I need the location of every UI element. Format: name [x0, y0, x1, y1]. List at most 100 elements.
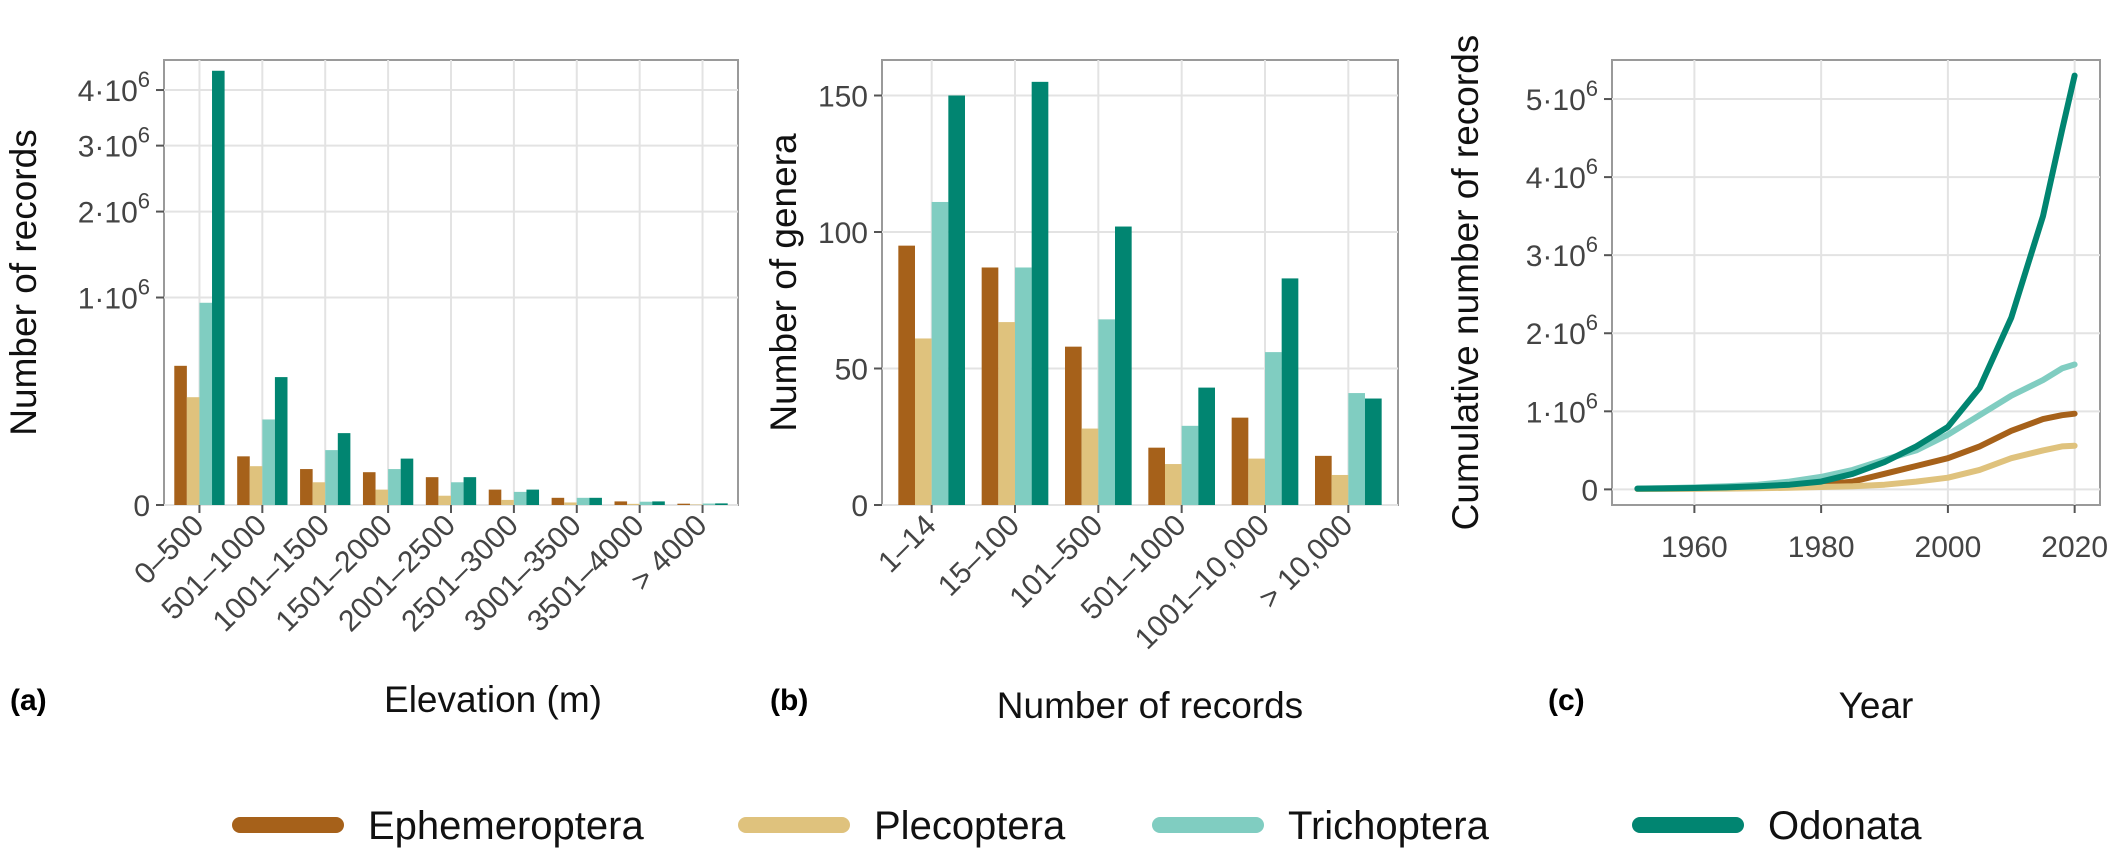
panel-a-bar-plecoptera-6 — [564, 502, 577, 505]
panel-a-y-tick-label: 0 — [133, 490, 150, 523]
panel-a-bar-odonata-2 — [337, 433, 351, 505]
panel-b-bar-plecoptera-1 — [998, 322, 1015, 505]
panel-a-bar-trichoptera-7 — [639, 501, 653, 505]
panel-a-y-tick-label-exponent: 6 — [138, 67, 150, 92]
panel-c-y-tick-label-exponent: 6 — [1586, 232, 1598, 257]
panel-b-bar-odonata-5 — [1365, 398, 1382, 505]
panel-a-bar-odonata-4 — [463, 477, 477, 505]
panel-c-tag: (c) — [1548, 684, 1585, 717]
legend-label-odonata: Odonata — [1768, 804, 1922, 848]
panel-a-bar-odonata-0 — [212, 70, 225, 506]
panel-b-bar-plecoptera-2 — [1081, 428, 1099, 505]
panel-c-x-tick-label: 2020 — [2041, 531, 2108, 564]
panel-a-bar-trichoptera-8 — [702, 503, 716, 505]
panel-c-y-tick-label: 2·106 — [1526, 310, 1598, 351]
panel-a-bar-plecoptera-5 — [501, 499, 514, 505]
panel-a-y-tick-label-exponent: 6 — [138, 275, 150, 300]
legend-label-trichoptera: Trichoptera — [1288, 804, 1490, 848]
panel-a-y-tick-label-exponent: 6 — [138, 189, 150, 214]
panel-b-bar-trichoptera-5 — [1348, 393, 1365, 505]
panel-c-y-tick-label: 3·106 — [1526, 232, 1598, 273]
panel-a-bar-trichoptera-3 — [388, 469, 401, 505]
panel-b-bar-ephemeroptera-5 — [1315, 455, 1332, 505]
panel-a-y-tick-label: 1·106 — [78, 275, 150, 316]
panel-a-bar-odonata-8 — [715, 503, 728, 505]
panel-a-y-tick-label: 4·106 — [78, 67, 150, 108]
panel-b-bar-plecoptera-5 — [1331, 474, 1349, 505]
legend-label-ephemeroptera: Ephemeroptera — [368, 804, 644, 848]
panel-a-bar-plecoptera-7 — [627, 503, 640, 505]
panel-b-bar-odonata-1 — [1031, 81, 1049, 506]
panel-a-tag: (a) — [10, 684, 47, 717]
panel-b-bar-odonata-4 — [1281, 278, 1299, 505]
panel-c: 1960 1980 2000 2020 0 1·106 2·106 3·106 4·106 5·1… — [1445, 35, 2108, 726]
panel-b-bar-ephemeroptera-4 — [1231, 417, 1249, 505]
panel-b: 0501001501–1415–100101–500501–10001001–1… — [763, 59, 1399, 726]
panel-a-bar-plecoptera-0 — [186, 397, 200, 505]
panel-a-bar-odonata-3 — [400, 458, 414, 505]
panel-b-y-tick-label: 100 — [818, 217, 868, 250]
panel-b-x-tick-label: 1–14 — [872, 509, 943, 580]
legend-label-plecoptera: Plecoptera — [874, 804, 1066, 848]
panel-a-bar-ephemeroptera-6 — [551, 497, 565, 505]
legend: Ephemeroptera Plecoptera Trichoptera Odonat… — [232, 804, 1922, 848]
panel-a-bar-trichoptera-4 — [451, 482, 464, 505]
panel-b-bar-odonata-0 — [948, 95, 965, 506]
panel-c-x-tick-label: 2000 — [1915, 531, 1982, 564]
panel-c-x-axis-label: Year — [1839, 685, 1914, 726]
panel-a-bar-trichoptera-0 — [199, 302, 213, 505]
panel-c-plot-area — [1611, 59, 2101, 506]
panel-c-x-tick-label: 1960 — [1661, 531, 1728, 564]
panel-a-bar-ephemeroptera-8 — [677, 503, 690, 505]
panel-a-bar-trichoptera-1 — [262, 419, 275, 505]
panel-c-y-tick-label: 1·106 — [1526, 388, 1598, 429]
panel-c-y-tick-label: 4·106 — [1526, 154, 1598, 195]
panel-a-bar-ephemeroptera-3 — [362, 472, 376, 505]
panel-b-plot-area — [881, 59, 1399, 506]
panel-a-y-axis-label: Number of records — [3, 129, 44, 435]
panel-a-bar-odonata-7 — [652, 501, 665, 505]
panel-a-bar-plecoptera-3 — [375, 489, 389, 505]
panel-a-bar-trichoptera-5 — [513, 491, 527, 505]
panel-b-bar-ephemeroptera-1 — [981, 267, 999, 505]
panel-a-y-tick-label: 2·106 — [78, 189, 150, 230]
panel-b-bar-ephemeroptera-3 — [1148, 447, 1165, 505]
panel-b-tag: (b) — [770, 684, 808, 717]
panel-b-x-tick-label: > 10,000 — [1253, 509, 1360, 616]
panel-a-bar-plecoptera-4 — [438, 495, 451, 505]
panel-b-bar-trichoptera-4 — [1265, 352, 1282, 505]
panel-a-bar-odonata-6 — [589, 497, 602, 505]
panel-b-bar-trichoptera-1 — [1015, 267, 1032, 505]
panel-c-y-tick-label-exponent: 6 — [1586, 76, 1598, 101]
panel-b-bar-plecoptera-0 — [915, 338, 932, 505]
panel-a: 01·1062·1063·1064·1060–500501–10001001–1… — [3, 59, 739, 720]
panel-c-y-tick-label-exponent: 6 — [1586, 154, 1598, 179]
panel-a-x-axis-label: Elevation (m) — [384, 679, 602, 720]
panel-a-bar-odonata-1 — [274, 377, 288, 505]
panel-a-bar-ephemeroptera-5 — [488, 489, 502, 505]
panel-a-bar-trichoptera-6 — [576, 497, 590, 505]
panel-a-bar-plecoptera-1 — [249, 466, 263, 505]
panel-b-y-tick-label: 0 — [851, 490, 868, 523]
panel-c-y-tick-label: 0 — [1581, 474, 1598, 507]
panel-b-y-axis-label: Number of genera — [763, 133, 804, 432]
panel-a-bar-odonata-5 — [526, 489, 540, 505]
panel-a-bar-ephemeroptera-7 — [614, 501, 628, 505]
panel-b-bar-trichoptera-2 — [1098, 319, 1115, 505]
panel-c-y-tick-label-exponent: 6 — [1586, 388, 1598, 413]
panel-b-bar-trichoptera-0 — [931, 201, 949, 505]
panel-b-y-tick-label: 150 — [818, 80, 868, 113]
panel-a-bar-ephemeroptera-1 — [237, 456, 250, 505]
panel-b-bar-ephemeroptera-2 — [1065, 346, 1082, 505]
panel-b-bar-ephemeroptera-0 — [898, 245, 915, 505]
panel-b-bar-odonata-3 — [1198, 387, 1215, 505]
panel-a-y-tick-label-exponent: 6 — [138, 123, 150, 148]
panel-c-y-tick-label: 5·106 — [1526, 76, 1598, 117]
panel-a-bar-trichoptera-2 — [325, 450, 338, 505]
panel-b-bar-plecoptera-4 — [1248, 458, 1265, 505]
panel-b-x-axis-label: Number of records — [997, 685, 1303, 726]
panel-b-bar-plecoptera-3 — [1165, 464, 1182, 505]
panel-b-bar-trichoptera-3 — [1181, 425, 1199, 505]
panel-c-line-odonata — [1634, 72, 2078, 492]
